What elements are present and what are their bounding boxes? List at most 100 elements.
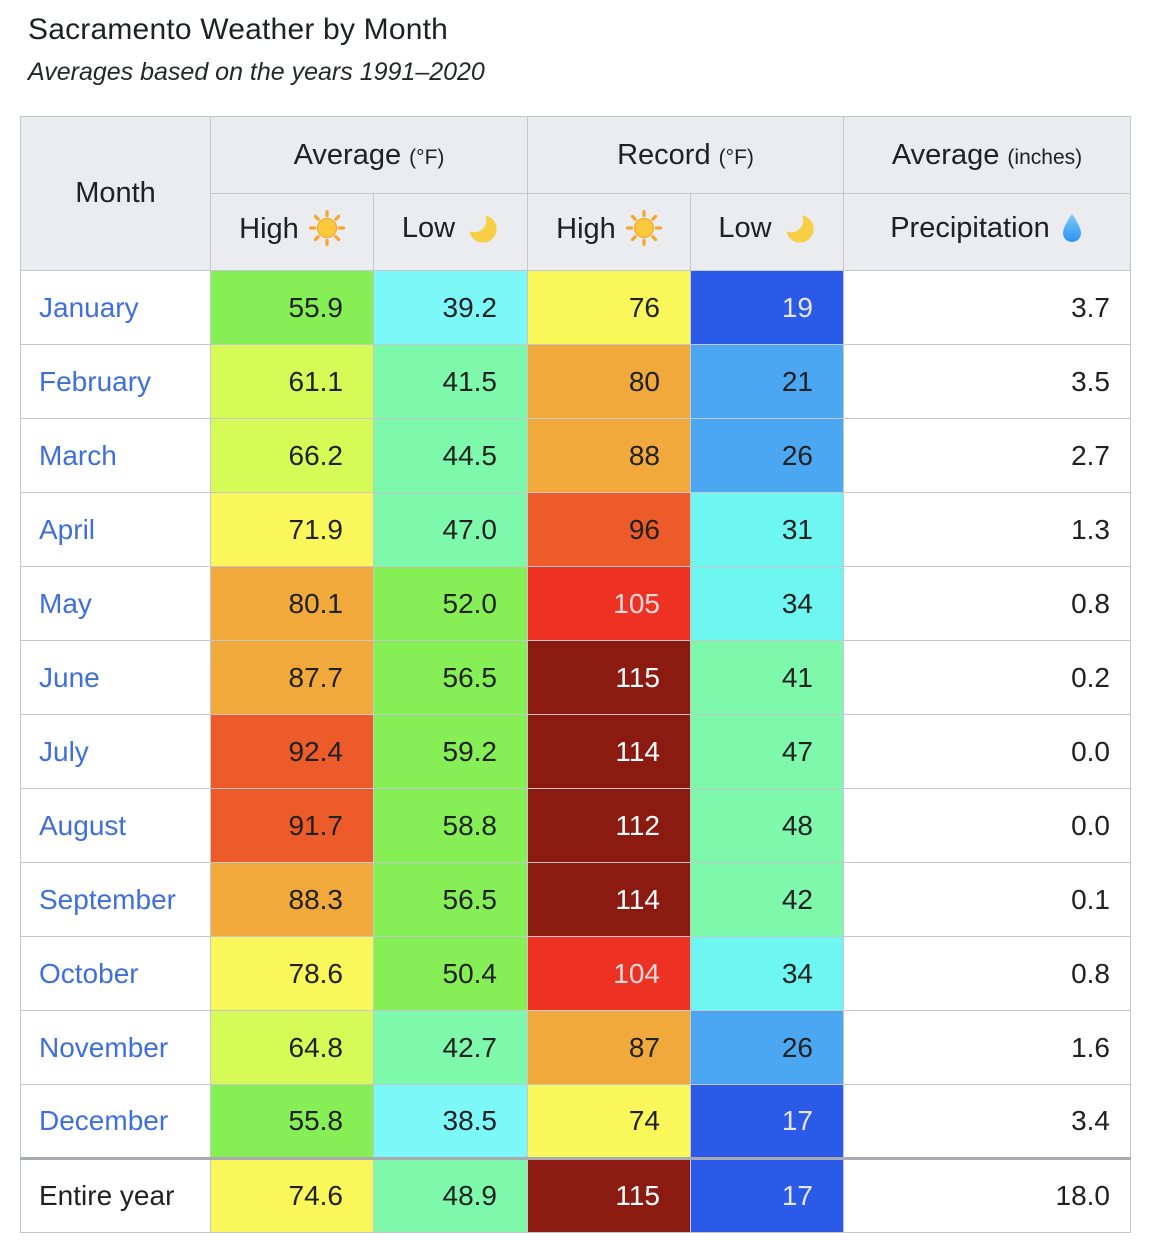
page-title: Sacramento Weather by Month — [28, 13, 449, 46]
month-cell: September — [20, 862, 211, 937]
avg-high-cell: 64.8 — [210, 1010, 374, 1085]
precip-cell: 0.1 — [843, 862, 1131, 937]
precip-cell: 0.0 — [843, 788, 1131, 863]
month-cell: November — [20, 1010, 211, 1085]
month-cell: July — [20, 714, 211, 789]
rec-low-cell: 17 — [690, 1157, 844, 1233]
month-link[interactable]: January — [39, 291, 139, 323]
rec-high-cell: 112 — [527, 788, 691, 863]
avg-high-cell: 71.9 — [210, 492, 374, 567]
rec-high-cell: 80 — [527, 344, 691, 419]
table-row: February 61.1 41.5 80 21 3.5 — [20, 344, 1131, 419]
avg-low-cell: 47.0 — [373, 492, 528, 567]
month-link[interactable]: February — [39, 365, 152, 397]
month-cell: August — [20, 788, 211, 863]
month-link[interactable]: October — [39, 957, 139, 989]
precip-cell: 0.0 — [843, 714, 1131, 789]
header-average-f: Average (°F) — [210, 116, 528, 194]
avg-low-cell: 38.5 — [373, 1084, 528, 1159]
rec-low-cell: 48 — [690, 788, 844, 863]
precipitation-label: Precipitation — [890, 211, 1050, 244]
avg-high-cell: 87.7 — [210, 640, 374, 715]
rec-low-cell: 19 — [690, 270, 844, 345]
rec-low-cell: 34 — [690, 936, 844, 1011]
table-row: January 55.9 39.2 76 19 3.7 — [20, 270, 1131, 345]
month-link[interactable]: September — [39, 883, 176, 915]
precip-cell: 3.4 — [843, 1084, 1131, 1159]
month-cell: April — [20, 492, 211, 567]
rec-low-cell: 26 — [690, 1010, 844, 1085]
precip-cell: 1.6 — [843, 1010, 1131, 1085]
rec-low-cell: 31 — [690, 492, 844, 567]
rec-low-cell: 41 — [690, 640, 844, 715]
rec-high-cell: 115 — [527, 640, 691, 715]
rec-high-cell: 87 — [527, 1010, 691, 1085]
avg-low-cell: 58.8 — [373, 788, 528, 863]
month-link[interactable]: December — [39, 1105, 169, 1136]
table-body: January 55.9 39.2 76 19 3.7 February 61.1 41.5 80… — [20, 270, 1131, 1233]
month-cell: June — [20, 640, 211, 715]
header-row-groups: Month Average (°F) Record (°F) Average (… — [20, 116, 1131, 271]
header-month: Month — [20, 116, 211, 271]
month-link[interactable]: March — [39, 439, 117, 471]
rec-high-cell: 96 — [527, 492, 691, 567]
rec-low-cell: 21 — [690, 344, 844, 419]
table-header: Month Average (°F) Record (°F) Average (… — [20, 116, 1131, 271]
precip-cell: 18.0 — [843, 1157, 1131, 1233]
header-average-inches: Average (inches) — [843, 116, 1131, 194]
table-row: August 91.7 58.8 112 48 0.0 — [20, 788, 1131, 863]
avg-high-cell: 61.1 — [210, 344, 374, 419]
avg-low-cell: 48.9 — [373, 1157, 528, 1233]
avg-low-cell: 50.4 — [373, 936, 528, 1011]
precip-cell: 1.3 — [843, 492, 1131, 567]
table-row: May 80.1 52.0 105 34 0.8 — [20, 566, 1131, 641]
month-link[interactable]: August — [39, 809, 127, 841]
avg-low-cell: 56.5 — [373, 862, 528, 937]
moon-icon — [465, 211, 499, 253]
rec-low-label: Low — [718, 212, 772, 244]
rec-high-cell: 88 — [527, 418, 691, 493]
table-row: June 87.7 56.5 115 41 0.2 — [20, 640, 1131, 715]
month-cell: January — [20, 270, 211, 345]
avg-high-cell: 66.2 — [210, 418, 374, 493]
month-cell: March — [20, 418, 211, 493]
avg-high-cell: 78.6 — [210, 936, 374, 1011]
table-row: July 92.4 59.2 114 47 0.0 — [20, 714, 1131, 789]
rec-high-cell: 115 — [527, 1157, 691, 1233]
precip-cell: 2.7 — [843, 418, 1131, 493]
droplet-icon — [1060, 213, 1084, 253]
avg-low-cell: 41.5 — [373, 344, 528, 419]
table-row: April 71.9 47.0 96 31 1.3 — [20, 492, 1131, 567]
header-rec-low: Low — [690, 193, 844, 271]
header-average-inches-label: Average — [891, 138, 1000, 171]
rec-low-cell: 34 — [690, 566, 844, 641]
month-cell: December — [20, 1084, 211, 1159]
month-cell: October — [20, 936, 211, 1011]
header-record-f-unit: (°F) — [718, 145, 754, 169]
avg-high-cell: 55.8 — [210, 1084, 374, 1159]
avg-low-label: Low — [401, 212, 456, 244]
header-record-f: Record (°F) — [527, 116, 844, 194]
month-link[interactable]: May — [39, 587, 92, 619]
precip-cell: 0.2 — [843, 640, 1131, 715]
avg-high-cell: 55.9 — [210, 270, 374, 345]
table-row: March 66.2 44.5 88 26 2.7 — [20, 418, 1131, 493]
rec-high-cell: 104 — [527, 936, 691, 1011]
avg-low-cell: 44.5 — [373, 418, 528, 493]
table-row: September 88.3 56.5 114 42 0.1 — [20, 862, 1131, 937]
month-link[interactable]: April — [39, 513, 96, 545]
month-cell: February — [20, 344, 211, 419]
month-link[interactable]: July — [39, 735, 89, 767]
header-average-f-label: Average — [293, 138, 402, 171]
rec-high-cell: 105 — [527, 566, 691, 641]
page-subtitle: Averages based on the years 1991–2020 — [28, 58, 485, 86]
rec-low-cell: 47 — [690, 714, 844, 789]
table-row: November 64.8 42.7 87 26 1.6 — [20, 1010, 1131, 1085]
moon-icon — [782, 211, 816, 253]
precip-cell: 0.8 — [843, 566, 1131, 641]
precip-cell: 3.7 — [843, 270, 1131, 345]
month-link[interactable]: November — [39, 1031, 169, 1063]
rec-high-cell: 76 — [527, 270, 691, 345]
month-link[interactable]: June — [39, 661, 100, 693]
avg-high-cell: 88.3 — [210, 862, 374, 937]
